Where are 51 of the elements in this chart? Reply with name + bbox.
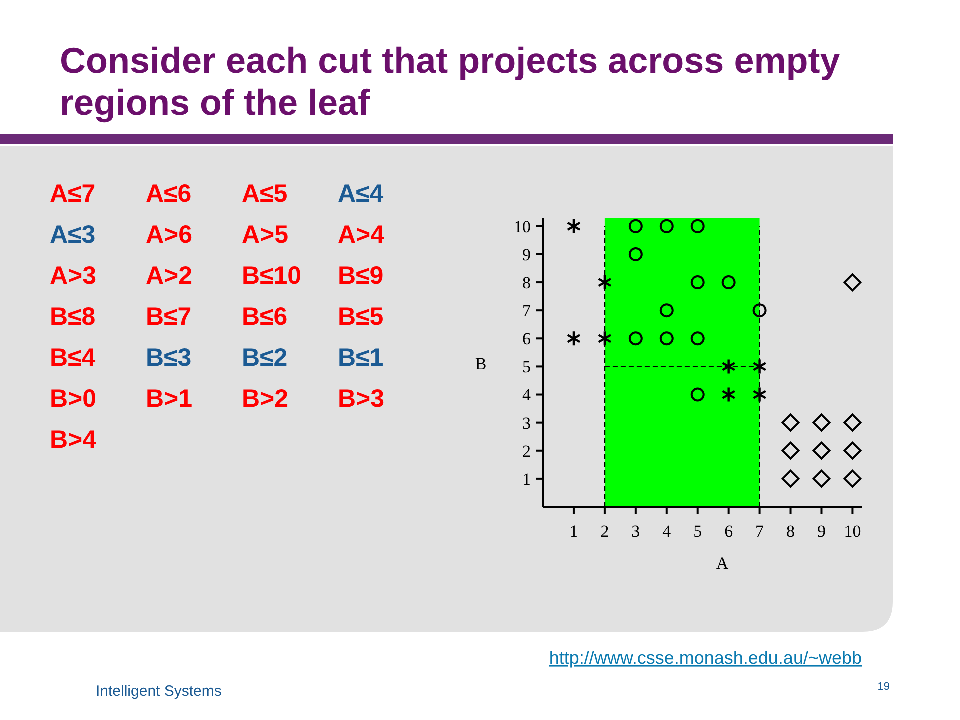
text: A>4: [338, 221, 385, 249]
text: B>2: [242, 385, 289, 413]
text: A>3: [50, 262, 97, 290]
text: B≤9: [338, 262, 384, 290]
text: A≤5: [242, 180, 288, 208]
text: B>1: [146, 385, 193, 413]
y-tick-label: 5: [522, 358, 531, 377]
text: B>0: [50, 385, 97, 413]
y-axis-title: B: [475, 354, 487, 374]
text: A≤7: [50, 180, 96, 208]
text: B≤2: [242, 344, 288, 372]
text: Consider each cut that projects across empty regions of the leaf: [60, 40, 840, 123]
text: B≤5: [338, 303, 384, 331]
y-tick-label: 3: [522, 414, 531, 433]
y-tick-label: 1: [522, 470, 531, 489]
text: Intelligent Systems: [96, 683, 222, 700]
text: B≤10: [242, 262, 302, 290]
x-tick-label: 7: [756, 522, 765, 541]
y-tick-label: 10: [514, 217, 531, 236]
text: A>2: [146, 262, 193, 290]
x-tick-label: 8: [786, 522, 796, 541]
text: A≤6: [146, 180, 192, 208]
text: B≤8: [50, 303, 96, 331]
y-tick-label: 6: [522, 330, 531, 349]
y-tick-label: 4: [522, 386, 532, 405]
x-tick-label: 6: [724, 522, 734, 541]
y-tick-label: 9: [522, 245, 531, 264]
y-tick-label: 8: [522, 273, 531, 292]
text: B≤6: [242, 303, 288, 331]
text: B>4: [50, 426, 97, 454]
text: A>6: [146, 221, 193, 249]
y-tick-label: 7: [522, 302, 532, 321]
x-tick-label: 10: [844, 522, 862, 541]
text: A≤4: [338, 180, 384, 208]
text: http://www.csse.monash.edu.au/~webb: [549, 648, 862, 668]
text: A≤3: [50, 221, 96, 249]
x-tick-label: 4: [662, 522, 672, 541]
text: B>3: [338, 385, 385, 413]
text: B≤7: [146, 303, 192, 331]
y-tick-label: 2: [522, 442, 531, 461]
text: A>5: [242, 221, 289, 249]
text: 19: [878, 681, 890, 693]
x-tick-label: 2: [600, 522, 610, 541]
x-tick-label: 9: [817, 522, 826, 541]
text: B≤1: [338, 344, 384, 372]
x-tick-label: 1: [570, 522, 578, 541]
text: B≤4: [50, 344, 96, 372]
x-tick-label: 5: [694, 522, 702, 541]
x-axis-title: A: [716, 554, 730, 573]
x-tick-label: 3: [632, 522, 640, 541]
text: B≤3: [146, 344, 192, 372]
